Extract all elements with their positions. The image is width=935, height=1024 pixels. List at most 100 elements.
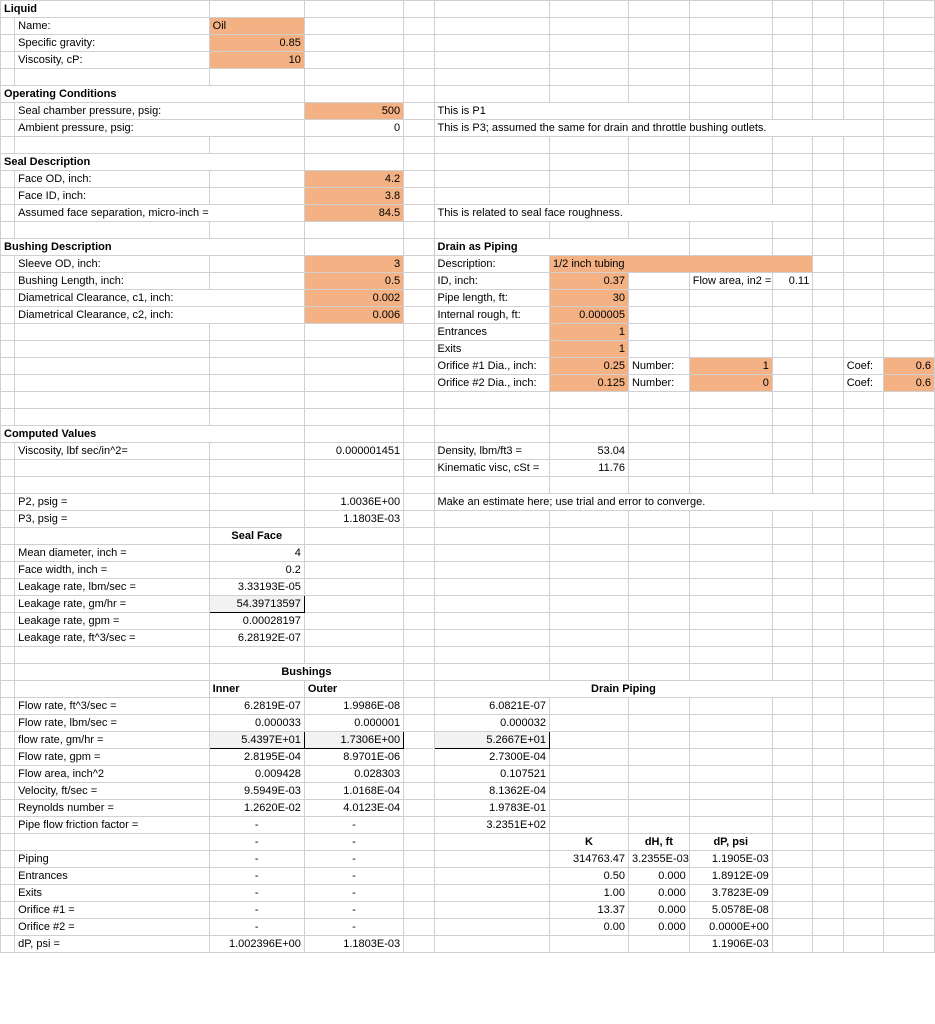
comp-visc-label: Viscosity, lbf sec/in^2= [15,443,209,460]
table-row: Flow rate, lbm/sec =0.0000330.0000010.00… [1,715,935,732]
op-seal-note: This is P1 [434,103,689,120]
table-row: Piping--314763.473.2355E-031.1905E-03 [1,851,935,868]
drain-exit-label: Exits [434,341,549,358]
bush-sleeve-input[interactable]: 3 [304,256,403,273]
liquid-visc-label: Viscosity, cP: [15,52,209,69]
sf-gpm-value: 0.00028197 [209,613,304,630]
table-row: Flow rate, ft^3/sec =6.2819E-071.9986E-0… [1,698,935,715]
comp-p3-value: 1.1803E-03 [304,511,403,528]
drain-rough-label: Internal rough, ft: [434,307,549,324]
drain-id-label: ID, inch: [434,273,549,290]
op-amb-value: 0 [304,120,403,137]
bush-c2-input[interactable]: 0.006 [304,307,403,324]
section-bushing: Bushing Description [1,239,305,256]
comp-p2-note: Make an estimate here; use trial and err… [434,494,843,511]
seal-sep-input[interactable]: 84.5 [304,205,403,222]
sf-lbm-value: 3.33193E-05 [209,579,304,596]
sf-gpm-label: Leakage rate, gpm = [15,613,209,630]
sf-mean-label: Mean diameter, inch = [15,545,209,562]
bush-outer-header: Outer [304,681,403,698]
seal-od-input[interactable]: 4.2 [304,171,403,188]
table-row: Orifice #2 =--0.000.0000.0000E+00 [1,919,935,936]
comp-visc-value: 0.000001451 [304,443,403,460]
drain-o1-coef-label: Coef: [843,358,884,375]
sf-ft3-label: Leakage rate, ft^3/sec = [15,630,209,647]
bush-len-input[interactable]: 0.5 [304,273,403,290]
drain-desc-input[interactable]: 1/2 inch tubing [549,256,812,273]
section-liquid: Liquid [1,1,210,18]
drain-len-label: Pipe length, ft: [434,290,549,307]
table-row: Reynolds number =1.2620E-024.0123E-041.9… [1,800,935,817]
section-computed: Computed Values [1,426,305,443]
op-amb-note: This is P3; assumed the same for drain a… [434,120,884,137]
drain-o2-num-label: Number: [628,375,689,392]
seal-sep-label: Assumed face separation, micro-inch = [15,205,305,222]
sf-width-value: 0.2 [209,562,304,579]
drain-o1-coef-input[interactable]: 0.6 [884,358,935,375]
dh-header: dH, ft [628,834,689,851]
bush-sleeve-label: Sleeve OD, inch: [15,256,209,273]
drain-exit-input[interactable]: 1 [549,341,628,358]
op-amb-label: Ambient pressure, psig: [15,120,305,137]
table-row: Flow rate, gpm =2.8195E-048.9701E-062.73… [1,749,935,766]
comp-p2-label: P2, psig = [15,494,209,511]
drain-piping-header: Drain Piping [434,681,813,698]
sf-mean-value: 4 [209,545,304,562]
table-row: Orifice #1 =--13.370.0005.0578E-08 [1,902,935,919]
op-seal-label: Seal chamber pressure, psig: [15,103,305,120]
liquid-visc-input[interactable]: 10 [209,52,304,69]
bush-c2-label: Diametrical Clearance, c2, inch: [15,307,305,324]
drain-o2-dia-label: Orifice #2 Dia., inch: [434,375,549,392]
section-drain: Drain as Piping [434,239,689,256]
bush-len-label: Bushing Length, inch: [15,273,209,290]
table-row: flow rate, gm/hr =5.4397E+011.7306E+005.… [1,732,935,749]
table-row: Velocity, ft/sec =9.5949E-031.0168E-048.… [1,783,935,800]
drain-o2-dia-input[interactable]: 0.125 [549,375,628,392]
dp-header: dP, psi [689,834,772,851]
drain-o1-dia-label: Orifice #1 Dia., inch: [434,358,549,375]
drain-ent-input[interactable]: 1 [549,324,628,341]
comp-kvisc-label: Kinematic visc, cSt = [434,460,549,477]
section-seal: Seal Description [1,154,305,171]
bush-c1-label: Diametrical Clearance, c1, inch: [15,290,305,307]
drain-rough-input[interactable]: 0.000005 [549,307,628,324]
sf-ft3-value: 6.28192E-07 [209,630,304,647]
spreadsheet-table: Liquid Name:Oil Specific gravity:0.85 Vi… [0,0,935,953]
bush-inner-header: Inner [209,681,304,698]
drain-o2-coef-label: Coef: [843,375,884,392]
drain-len-input[interactable]: 30 [549,290,628,307]
op-seal-input[interactable]: 500 [304,103,403,120]
sf-width-label: Face width, inch = [15,562,209,579]
table-row: Entrances--0.500.0001.8912E-09 [1,868,935,885]
drain-flowarea-label: Flow area, in2 = [689,273,772,290]
seal-sep-note: This is related to seal face roughness. [434,205,813,222]
sf-gm-label: Leakage rate, gm/hr = [15,596,209,613]
liquid-name-label: Name: [15,18,209,35]
seal-od-label: Face OD, inch: [15,171,209,188]
k-header: K [549,834,628,851]
drain-flowarea-value: 0.11 [772,273,813,290]
liquid-name-input[interactable]: Oil [209,18,304,35]
comp-density-value: 53.04 [549,443,628,460]
section-bushings: Bushings [209,664,403,681]
comp-p3-label: P3, psig = [15,511,209,528]
comp-kvisc-value: 11.76 [549,460,628,477]
table-row: Pipe flow friction factor =--3.2351E+02 [1,817,935,834]
seal-id-label: Face ID, inch: [15,188,209,205]
drain-ent-label: Entrances [434,324,549,341]
section-sealface: Seal Face [209,528,304,545]
bush-c1-input[interactable]: 0.002 [304,290,403,307]
drain-o2-num-input[interactable]: 0 [689,375,772,392]
liquid-sg-input[interactable]: 0.85 [209,35,304,52]
table-row: Exits--1.000.0003.7823E-09 [1,885,935,902]
drain-o2-coef-input[interactable]: 0.6 [884,375,935,392]
liquid-sg-label: Specific gravity: [15,35,209,52]
drain-o1-num-input[interactable]: 1 [689,358,772,375]
table-row: dP, psi =1.002396E+001.1803E-031.1906E-0… [1,936,935,953]
seal-id-input[interactable]: 3.8 [304,188,403,205]
comp-density-label: Density, lbm/ft3 = [434,443,549,460]
drain-id-input[interactable]: 0.37 [549,273,628,290]
drain-desc-label: Description: [434,256,549,273]
sf-gm-value: 54.39713597 [209,596,304,613]
drain-o1-dia-input[interactable]: 0.25 [549,358,628,375]
